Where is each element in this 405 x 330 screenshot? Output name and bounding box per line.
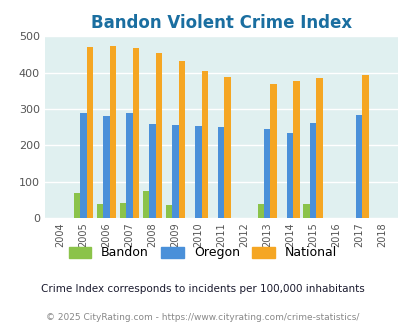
Bar	[80, 113, 87, 218]
Bar	[303, 204, 309, 218]
Bar	[292, 81, 299, 218]
Bar	[143, 191, 149, 218]
Bar	[97, 204, 103, 218]
Bar	[315, 79, 322, 218]
Text: Crime Index corresponds to incidents per 100,000 inhabitants: Crime Index corresponds to incidents per…	[41, 284, 364, 294]
Bar	[126, 113, 132, 218]
Bar	[149, 124, 155, 218]
Bar	[103, 116, 109, 218]
Bar	[87, 47, 93, 218]
Bar	[165, 206, 172, 218]
Bar	[132, 48, 139, 218]
Bar	[109, 46, 116, 218]
Bar	[201, 71, 207, 218]
Bar	[263, 129, 270, 218]
Bar	[155, 52, 162, 218]
Bar	[178, 61, 185, 218]
Bar	[270, 84, 276, 218]
Bar	[257, 204, 263, 218]
Bar	[217, 127, 224, 218]
Bar	[361, 75, 368, 218]
Text: © 2025 CityRating.com - https://www.cityrating.com/crime-statistics/: © 2025 CityRating.com - https://www.city…	[46, 313, 359, 322]
Bar	[355, 115, 361, 218]
Bar	[309, 123, 315, 218]
Title: Bandon Violent Crime Index: Bandon Violent Crime Index	[90, 14, 351, 32]
Bar	[74, 193, 80, 218]
Bar	[195, 126, 201, 218]
Bar	[172, 125, 178, 218]
Bar	[119, 203, 126, 218]
Bar	[224, 77, 230, 218]
Bar	[286, 133, 292, 218]
Legend: Bandon, Oregon, National: Bandon, Oregon, National	[68, 247, 337, 259]
